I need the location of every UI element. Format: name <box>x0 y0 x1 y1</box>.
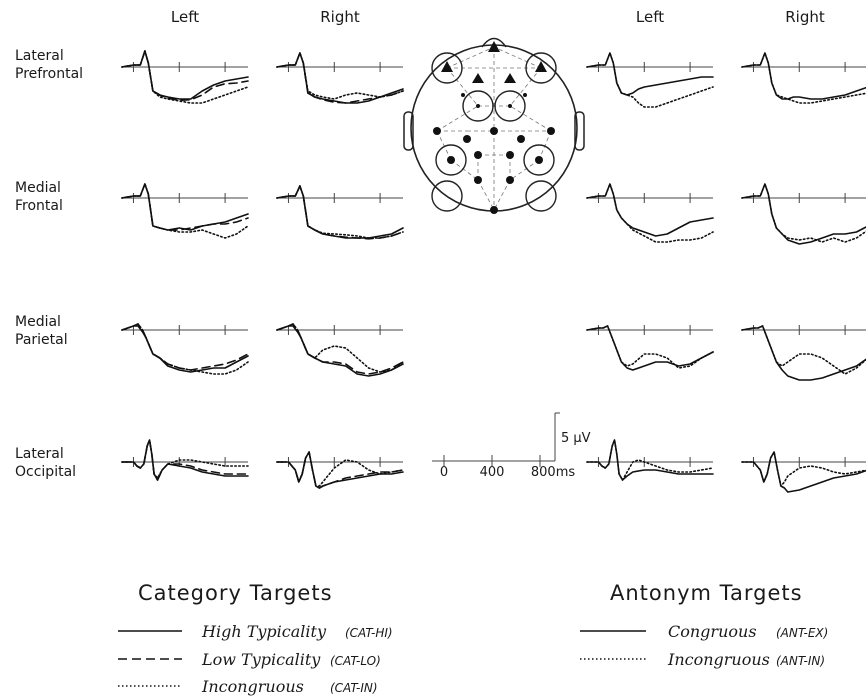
trace-cat-lo <box>121 183 249 231</box>
legend-label-cat-in: Incongruous <box>201 677 304 696</box>
trace-ant-in <box>586 325 714 369</box>
legend-abbr-cat-hi: (CAT-HI) <box>345 626 393 640</box>
trace-cat-in <box>276 52 404 100</box>
trace-ant-ex <box>586 52 714 96</box>
trace-ant-in <box>586 52 714 108</box>
row-label-lateral-prefrontal-2: Prefrontal <box>15 66 83 82</box>
trace-ant-in <box>586 183 714 243</box>
panel-lateral-prefrontal-ant-right <box>741 52 866 104</box>
legend-title-category: Category Targets <box>138 581 333 605</box>
trace-ant-ex <box>586 439 714 481</box>
trace-cat-in <box>276 185 404 239</box>
trace-cat-in <box>121 183 249 239</box>
trace-ant-in <box>741 52 866 104</box>
trace-ant-in <box>741 451 866 487</box>
legend-label-cat-hi: High Typicality <box>201 622 327 641</box>
trace-ant-ex <box>586 183 714 237</box>
panel-medial-parietal-cat-left <box>121 323 249 375</box>
trace-cat-in <box>121 50 249 104</box>
panel-lateral-occipital-cat-left <box>121 439 249 481</box>
col-header-cat-left: Left <box>171 8 199 26</box>
row-label-lateral-occipital-2: Occipital <box>15 464 76 480</box>
erp-panels <box>121 50 866 493</box>
legend-abbr-ant-in: (ANT-IN) <box>776 654 825 668</box>
trace-cat-in <box>121 439 249 479</box>
panel-lateral-occipital-ant-right <box>741 451 866 493</box>
panel-medial-frontal-cat-right <box>276 185 404 240</box>
row-label-lateral-prefrontal-1: Lateral <box>15 48 64 64</box>
col-header-cat-right: Right <box>320 8 360 26</box>
panel-lateral-occipital-cat-right <box>276 451 404 489</box>
trace-cat-hi <box>276 325 404 377</box>
panel-lateral-prefrontal-cat-left <box>121 50 249 104</box>
trace-cat-hi <box>121 50 249 100</box>
trace-cat-lo <box>276 52 404 104</box>
trace-cat-in <box>276 451 404 487</box>
row-label-medial-frontal-1: Medial <box>15 180 61 196</box>
col-header-ant-left: Left <box>636 8 664 26</box>
scale-label-800: 800ms <box>531 465 575 480</box>
legend-label-cat-lo: Low Typicality <box>201 650 321 669</box>
trace-cat-hi <box>121 325 249 373</box>
nose <box>481 37 507 48</box>
right-ear <box>574 111 585 151</box>
row-label-lateral-occipital-1: Lateral <box>15 446 64 462</box>
scale-label-0: 0 <box>440 465 448 480</box>
panel-lateral-occipital-ant-left <box>586 439 714 481</box>
panel-medial-parietal-ant-left <box>586 325 714 371</box>
trace-ant-ex <box>741 52 866 100</box>
legend-label-ant-ex: Congruous <box>668 622 757 641</box>
scale-label-voltage: 5 µV <box>561 431 591 446</box>
row-label-medial-parietal-2: Parietal <box>15 332 68 348</box>
legend-abbr-cat-lo: (CAT-LO) <box>330 654 381 668</box>
panel-medial-parietal-cat-right <box>276 323 404 377</box>
col-header-ant-right: Right <box>785 8 825 26</box>
scale-bar: 0 400 800ms 5 µV <box>432 412 591 480</box>
legend-label-ant-in: Incongruous <box>667 650 770 669</box>
trace-cat-in <box>276 323 404 373</box>
scale-label-400: 400 <box>480 465 505 480</box>
panel-medial-parietal-ant-right <box>741 325 866 381</box>
trace-ant-in <box>741 325 866 375</box>
trace-cat-lo <box>276 323 404 375</box>
trace-cat-in <box>121 323 249 375</box>
row-label-medial-parietal-1: Medial <box>15 314 61 330</box>
trace-cat-lo <box>121 50 249 101</box>
panel-lateral-prefrontal-ant-left <box>586 52 714 108</box>
trace-cat-hi <box>276 451 404 489</box>
panel-lateral-prefrontal-cat-right <box>276 52 404 104</box>
trace-ant-ex <box>586 325 714 371</box>
trace-ant-in <box>586 439 714 481</box>
row-label-medial-frontal-2: Frontal <box>15 198 63 214</box>
legend-title-antonym: Antonym Targets <box>610 581 803 605</box>
trace-ant-ex <box>741 325 866 381</box>
highlighted-sites <box>431 52 557 212</box>
electrodes <box>433 41 555 214</box>
legend-abbr-ant-ex: (ANT-EX) <box>776 626 828 640</box>
electrode-montage-head <box>403 37 585 214</box>
panel-medial-frontal-ant-left <box>586 183 714 243</box>
trace-cat-lo <box>276 451 404 489</box>
trace-ant-in <box>741 183 866 243</box>
legend-abbr-cat-in: (CAT-IN) <box>330 681 378 695</box>
left-ear <box>403 111 414 151</box>
panel-medial-frontal-cat-left <box>121 183 249 239</box>
panel-medial-frontal-ant-right <box>741 183 866 245</box>
